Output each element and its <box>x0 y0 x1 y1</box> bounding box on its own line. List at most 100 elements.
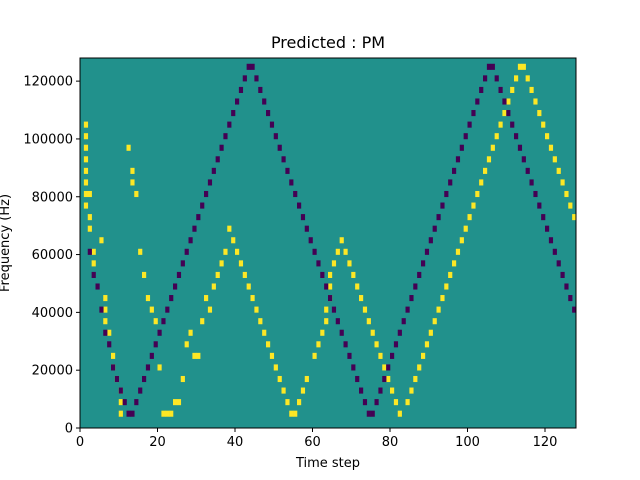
heatmap-cell-low <box>242 75 247 82</box>
heatmap-cell-low <box>343 341 348 348</box>
heatmap-cell-high <box>184 341 189 348</box>
heatmap-cell-low <box>502 98 507 105</box>
heatmap-cell-high <box>200 318 205 325</box>
heatmap-cell-low <box>192 225 197 232</box>
heatmap-cell-high <box>269 352 275 359</box>
heatmap-cell-high <box>378 352 383 359</box>
heatmap-cell-high <box>324 318 329 325</box>
heatmap-cell-low <box>238 86 244 93</box>
heatmap-cell-high <box>386 375 391 383</box>
heatmap-cell-low <box>355 375 360 383</box>
heatmap-cell-low <box>223 133 228 140</box>
heatmap-cell-low <box>254 75 259 82</box>
heatmap-cell-high <box>169 410 174 417</box>
heatmap-cell-low <box>169 295 174 302</box>
heatmap-cell-high <box>331 260 337 267</box>
heatmap-cell-low <box>517 144 523 151</box>
heatmap-cell-low <box>529 179 534 186</box>
heatmap-cell-high <box>362 306 368 313</box>
heatmap-cell-high <box>130 167 135 174</box>
heatmap-cell-low <box>452 167 457 174</box>
heatmap-cell-low <box>525 167 530 174</box>
heatmap-cell-high <box>118 410 123 417</box>
heatmap-cell-low <box>417 271 422 278</box>
heatmap-cell-high <box>258 318 263 325</box>
heatmap-cell-low <box>207 179 213 186</box>
heatmap-cell-high <box>285 399 290 406</box>
heatmap-cell-low <box>510 121 515 128</box>
heatmap-cell-high <box>289 410 294 417</box>
heatmap-cell-high <box>312 352 317 359</box>
heatmap-cell-low <box>483 75 488 82</box>
heatmap-cell-low <box>211 167 216 174</box>
heatmap-cell-high <box>157 364 162 371</box>
heatmap-cell-high <box>525 75 530 82</box>
heatmap-cell-high <box>370 329 375 336</box>
heatmap-cell-low <box>328 295 333 302</box>
heatmap-cell-low <box>362 399 368 406</box>
heatmap-cell-high <box>568 202 573 209</box>
heatmap-cell-low <box>537 202 542 209</box>
heatmap-cell-high <box>238 260 244 267</box>
heatmap-cell-high <box>304 375 309 383</box>
heatmap-cell-high <box>204 295 209 302</box>
heatmap-cell-high <box>161 410 166 417</box>
heatmap-cell-low <box>142 375 147 383</box>
heatmap-cell-low <box>401 318 406 325</box>
heatmap-cell-low <box>165 306 170 313</box>
heatmap-cell-low <box>463 133 468 140</box>
heatmap-cell-high <box>328 283 333 290</box>
heatmap-cell-low <box>180 260 185 267</box>
heatmap-cell-high <box>107 329 112 336</box>
heatmap-cell-low <box>386 364 391 371</box>
heatmap-cell-high <box>99 237 104 244</box>
heatmap-cell-low <box>308 237 313 244</box>
heatmap-cell-high <box>118 399 123 406</box>
heatmap-cell-high <box>455 248 461 255</box>
heatmap-cell-high <box>502 110 507 117</box>
heatmap-cell-high <box>366 318 371 325</box>
heatmap-cell-low <box>173 283 178 290</box>
heatmap-cell-low <box>281 156 286 163</box>
heatmap-cell-low <box>114 375 120 383</box>
heatmap-cell-low <box>99 306 104 313</box>
heatmap-cell-high <box>83 156 89 163</box>
heatmap-cell-low <box>486 63 492 70</box>
heatmap-cell-high <box>432 318 437 325</box>
heatmap-cell-low <box>304 225 309 232</box>
heatmap-cell-low <box>475 98 480 105</box>
heatmap-cell-low <box>118 387 123 394</box>
heatmap-cell-low <box>556 260 561 267</box>
heatmap-cell-high <box>83 167 89 174</box>
heatmap-cells <box>83 63 577 417</box>
heatmap-cell-low <box>548 237 554 244</box>
y-tick-label: 60000 <box>32 248 73 263</box>
heatmap-cell-low <box>196 214 201 221</box>
heatmap-cell-low <box>378 387 383 394</box>
x-tick-label: 0 <box>76 435 84 450</box>
heatmap-cell-low <box>266 110 271 117</box>
heatmap-cell-high <box>413 375 418 383</box>
heatmap-cell-high <box>235 248 240 255</box>
heatmap-cell-high <box>324 306 329 313</box>
heatmap-cell-low <box>428 237 433 244</box>
heatmap-cell-low <box>227 121 232 128</box>
heatmap-cell-low <box>467 121 472 128</box>
x-tick-label: 120 <box>533 435 558 450</box>
heatmap-cell-low <box>331 306 337 313</box>
heatmap-cell-high <box>486 156 492 163</box>
heatmap-cell-high <box>428 329 433 336</box>
heatmap-cell-high <box>494 133 499 140</box>
heatmap-cell-low <box>347 352 352 359</box>
heatmap-cell-high <box>467 214 472 221</box>
heatmap-cell-high <box>87 214 92 221</box>
heatmap-cell-low <box>215 156 220 163</box>
heatmap-cell-high <box>382 364 387 371</box>
heatmap-cell-low <box>149 352 154 359</box>
heatmap-cell-low <box>231 110 236 117</box>
heatmap-cell-high <box>560 179 565 186</box>
heatmap-cell-low <box>568 295 573 302</box>
heatmap-cell-high <box>347 260 352 267</box>
heatmap-cell-low <box>424 248 430 255</box>
heatmap-cell-low <box>324 283 329 290</box>
